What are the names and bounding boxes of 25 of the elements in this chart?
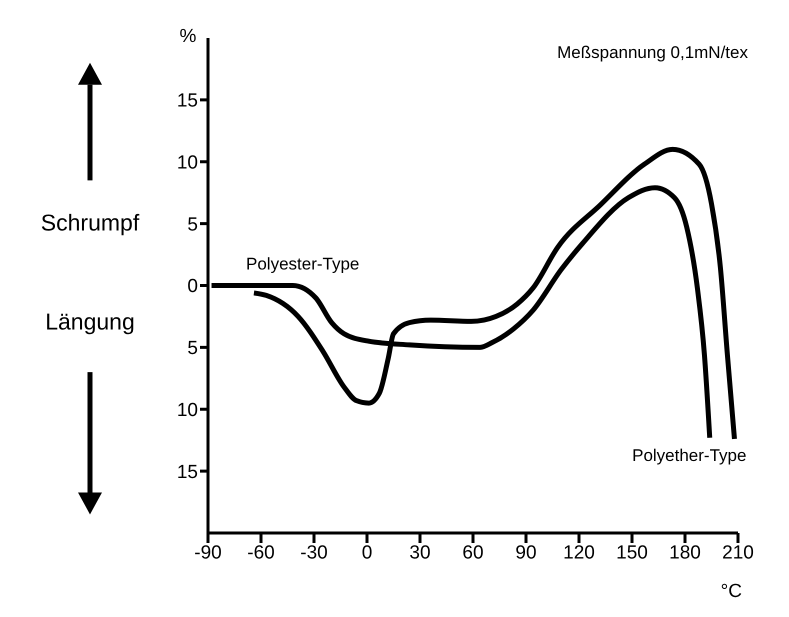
text: Schrumpf (40, 210, 140, 236)
y-tick-label: 5 (187, 338, 198, 360)
x-tick-label: 150 (616, 542, 648, 564)
x-tick-label: 0 (362, 542, 372, 564)
y-tick-label: 15 (176, 90, 198, 112)
series-label: Polyether-Type (632, 446, 746, 465)
x-axis-title: °C (720, 581, 742, 602)
series-label: Polyester-Type (246, 254, 360, 274)
x-tick-label: 60 (462, 542, 484, 564)
x-tick-label: 210 (722, 542, 754, 564)
y-tick-label: 5 (187, 214, 198, 236)
x-tick-label: -90 (194, 542, 222, 564)
x-tick-label: 120 (563, 542, 595, 564)
text: Längung (45, 308, 135, 335)
y-tick-label: 15 (176, 462, 198, 483)
annotation: Meßspannung 0,1mN/tex (557, 43, 748, 62)
y-tick-label: 0 (187, 276, 198, 298)
y-tick-label: 10 (176, 152, 198, 174)
x-tick-label: -60 (247, 542, 275, 564)
x-tick-label: 90 (515, 542, 537, 564)
y-axis-title: % (180, 26, 197, 47)
x-tick-label: 30 (409, 542, 431, 564)
y-tick-label: 10 (176, 400, 198, 421)
x-tick-label: -30 (300, 542, 328, 564)
x-tick-label: 180 (669, 542, 701, 564)
